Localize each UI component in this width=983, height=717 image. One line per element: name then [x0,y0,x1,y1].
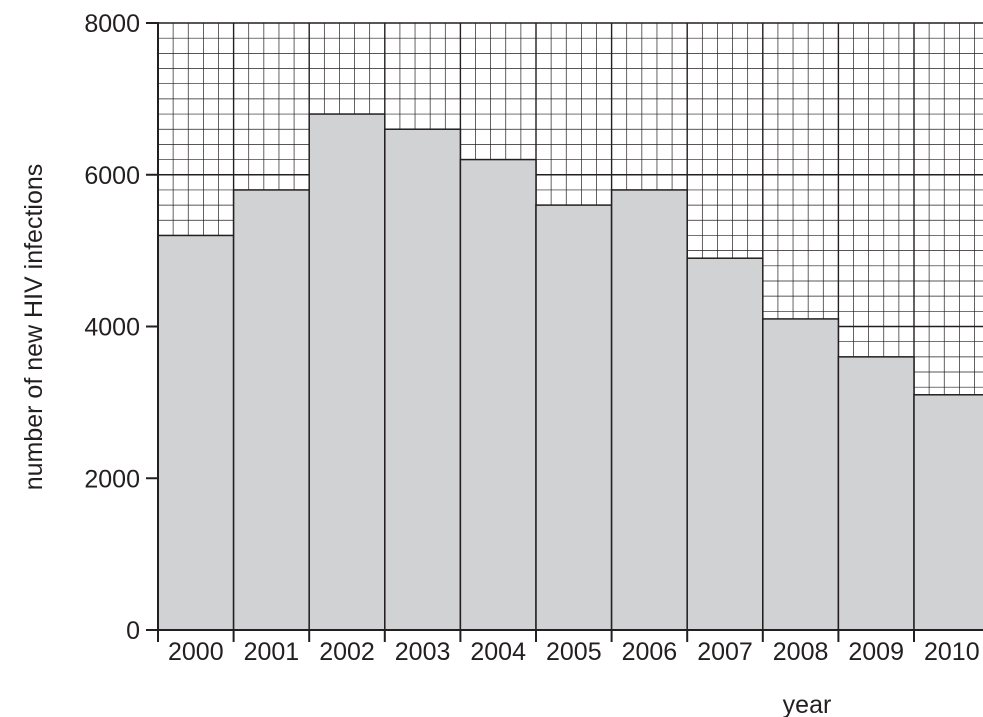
y-tick-label: 6000 [84,162,140,190]
bars [157,113,983,631]
bar-2004 [459,158,537,631]
x-tick-label: 2009 [848,638,904,666]
bar-2007 [686,257,764,631]
bar-2002 [308,113,386,631]
bar-2010 [913,394,983,631]
x-tick-label: 2010 [924,638,980,666]
bar-2000 [157,234,235,631]
y-tick-label: 0 [126,617,140,645]
bar-2008 [762,318,840,631]
bar-2006 [610,189,688,631]
bar-2001 [232,189,310,631]
x-tick-label: 2000 [168,638,224,666]
y-axis-title: number of new HIV infections [20,164,48,491]
y-tick-label: 8000 [84,10,140,38]
x-tick-label: 2003 [395,638,451,666]
x-tick-label: 2006 [622,638,678,666]
axes [146,22,983,642]
x-tick-label: 2004 [470,638,526,666]
y-tick-labels: 0 2000 4000 6000 8000 [84,10,140,645]
y-tick-label: 4000 [84,314,140,342]
x-tick-label: 2005 [546,638,602,666]
bar-2009 [837,356,915,631]
bar-2005 [535,204,613,631]
y-tick-label: 2000 [84,465,140,493]
x-tick-label: 2001 [244,638,300,666]
x-tick-label: 2007 [697,638,753,666]
x-tick-label: 2002 [319,638,375,666]
x-tick-labels: 2000 2001 2002 2003 2004 2005 2006 2007 2008 2009… [168,638,980,666]
x-axis-title: year [783,691,832,717]
x-tick-label: 2008 [773,638,829,666]
bar-2003 [384,128,462,631]
